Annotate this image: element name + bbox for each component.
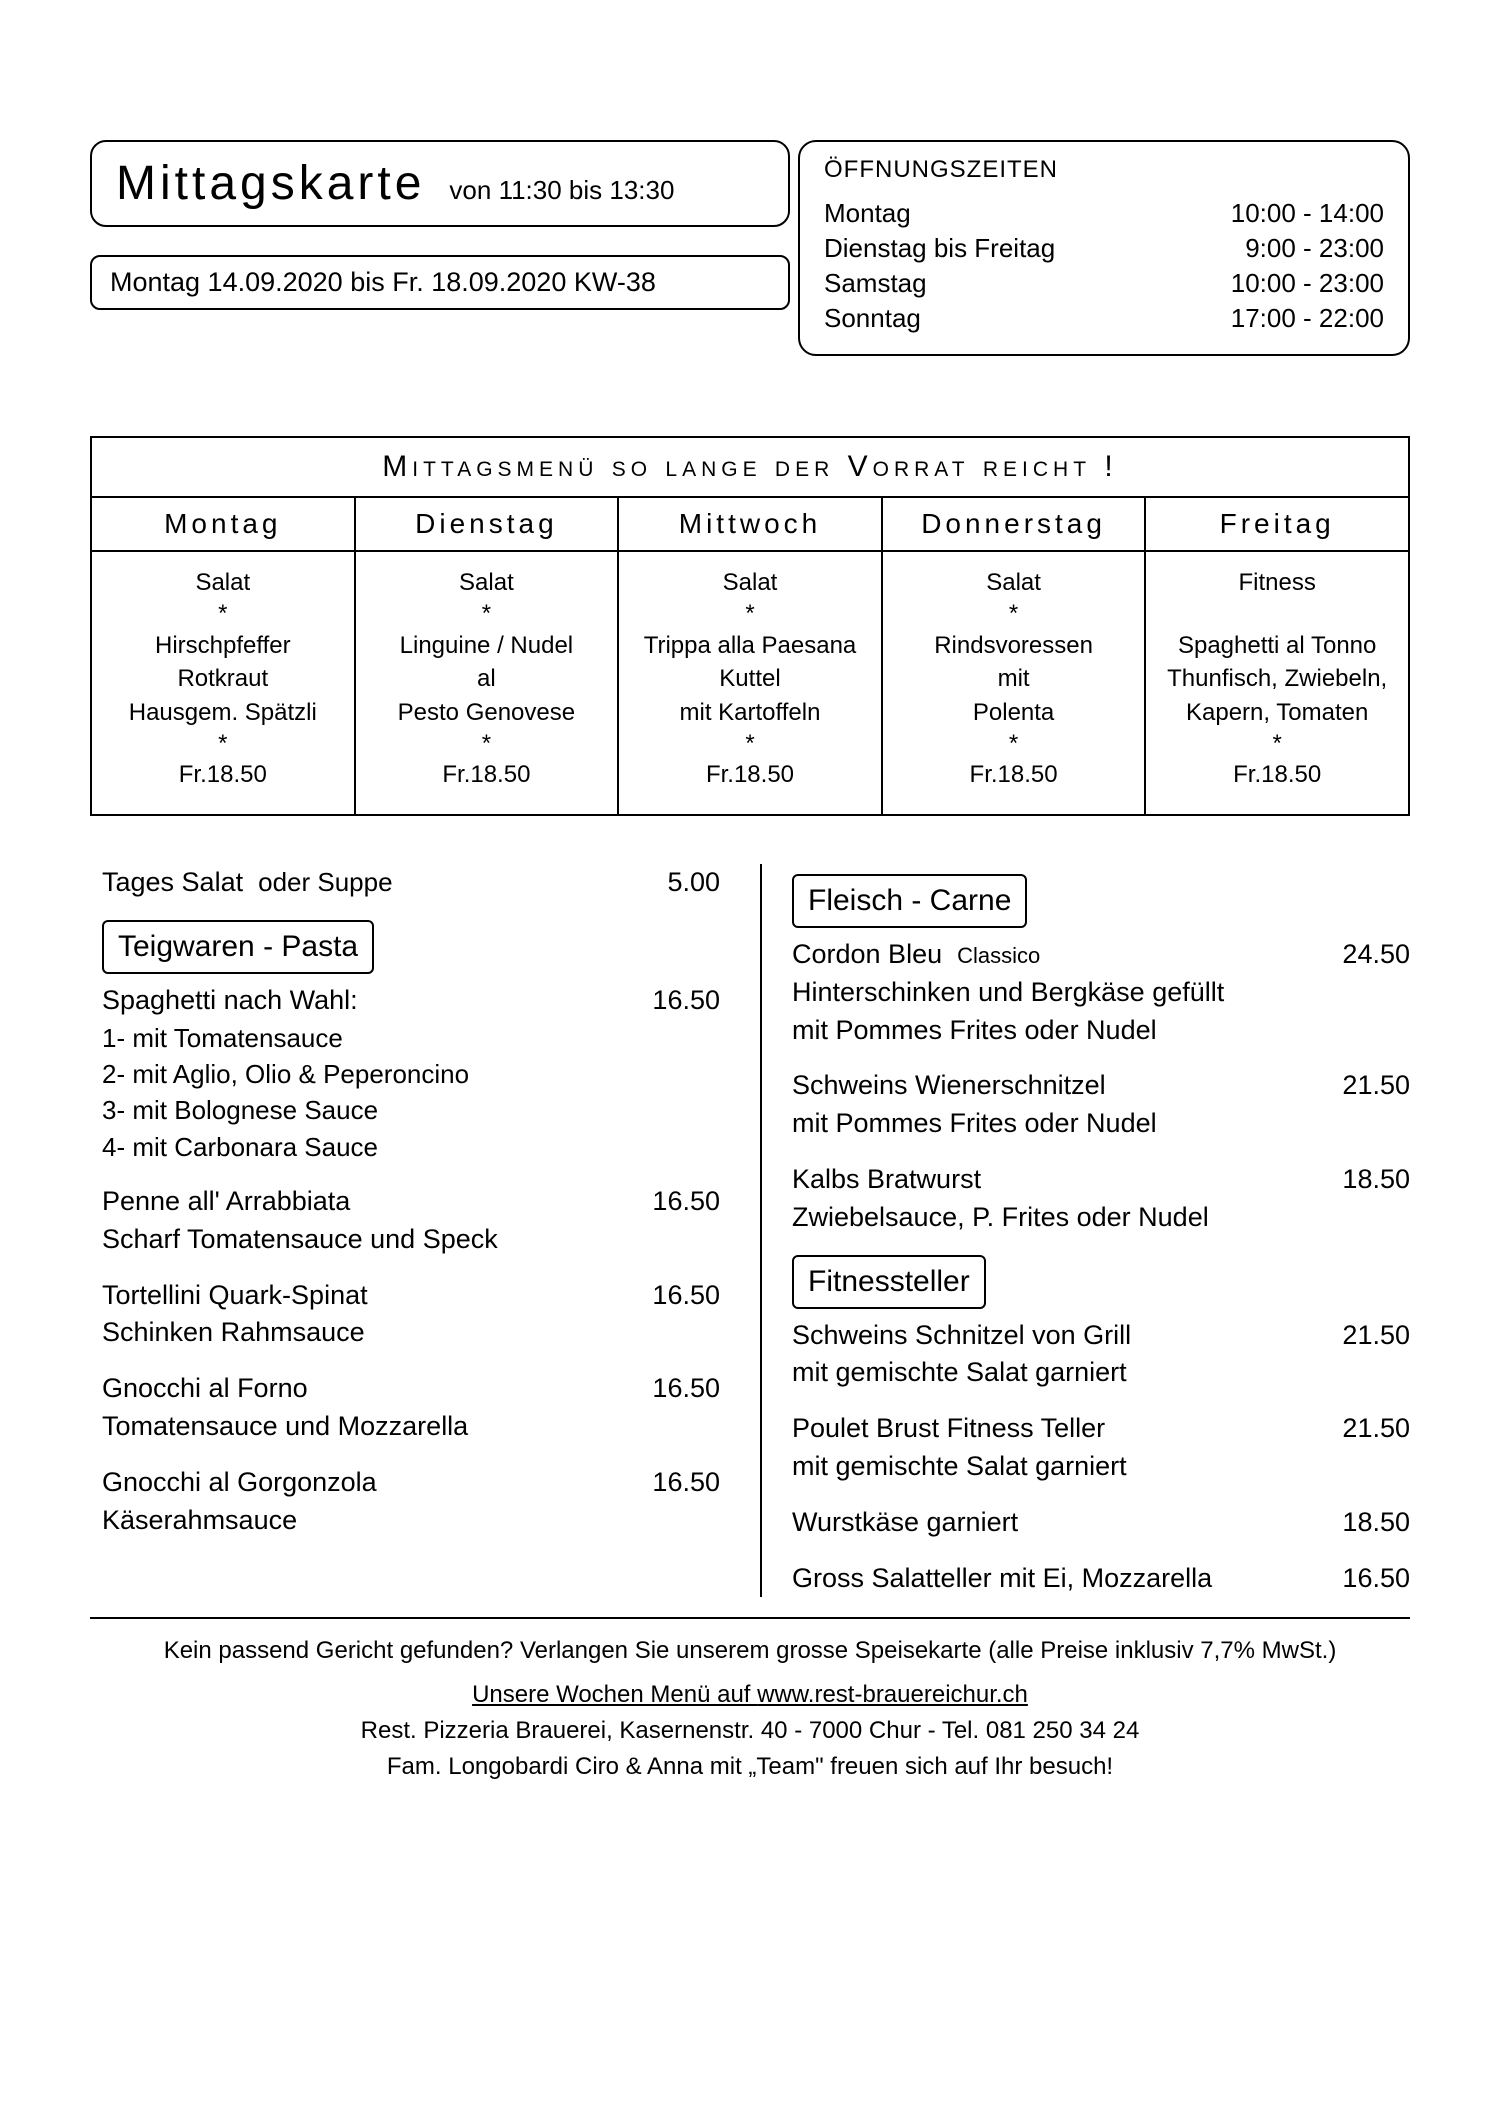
title-box: Mittagskarte von 11:30 bis 13:30	[90, 140, 790, 227]
price: 16.50	[620, 1464, 720, 1502]
day-heading: Freitag	[1146, 498, 1408, 552]
hours-row: Dienstag bis Freitag9:00 - 23:00	[824, 231, 1384, 266]
bratwurst-row: Kalbs Bratwurst 18.50	[792, 1161, 1410, 1199]
price: 21.50	[1310, 1410, 1410, 1448]
header-row: Mittagskarte von 11:30 bis 13:30 Montag …	[90, 140, 1410, 356]
meat-heading: Fleisch - Carne	[792, 874, 1027, 928]
day-body: Salat * Hirschpfeffer Rotkraut Hausgem. …	[92, 552, 354, 814]
page-title: Mittagskarte	[116, 156, 425, 211]
wurstkaese-row: Wurstkäse garniert 18.50	[792, 1504, 1410, 1542]
price: 24.50	[1310, 936, 1410, 974]
day-column-tue: Dienstag Salat * Linguine / Nudel al Pes…	[356, 498, 620, 814]
day-heading: Montag	[92, 498, 354, 552]
menu-page: Mittagskarte von 11:30 bis 13:30 Montag …	[0, 0, 1500, 2122]
day-body: Salat * Trippa alla Paesana Kuttel mit K…	[619, 552, 881, 814]
price: 16.50	[1310, 1560, 1410, 1598]
hours-row: Montag10:00 - 14:00	[824, 196, 1384, 231]
item-desc: mit gemischte Salat garniert	[792, 1448, 1410, 1486]
price: 21.50	[1310, 1067, 1410, 1105]
footer-line: Rest. Pizzeria Brauerei, Kasernenstr. 40…	[90, 1713, 1410, 1749]
price: 21.50	[1310, 1317, 1410, 1355]
day-price: Fr.18.50	[627, 758, 873, 792]
footer: Kein passend Gericht gefunden? Verlangen…	[90, 1617, 1410, 1785]
cordon-row: Cordon Bleu Classico 24.50	[792, 936, 1410, 974]
wiener-row: Schweins Wienerschnitzel 21.50	[792, 1067, 1410, 1105]
price: 16.50	[620, 1183, 720, 1221]
pasta-heading: Teigwaren - Pasta	[102, 920, 374, 974]
page-subtitle: von 11:30 bis 13:30	[449, 175, 674, 206]
hours-title: ÖFFNUNGSZEITEN	[824, 156, 1384, 184]
header-left: Mittagskarte von 11:30 bis 13:30 Montag …	[90, 140, 790, 310]
day-column-fri: Freitag Fitness Spaghetti al Tonno Thunf…	[1146, 498, 1408, 814]
fitness1-row: Schweins Schnitzel von Grill 21.50	[792, 1317, 1410, 1355]
weekly-menu-table: Montag Salat * Hirschpfeffer Rotkraut Ha…	[90, 498, 1410, 816]
right-column: Fleisch - Carne Cordon Bleu Classico 24.…	[760, 864, 1410, 1597]
opening-hours-box: ÖFFNUNGSZEITEN Montag10:00 - 14:00 Diens…	[798, 140, 1410, 356]
item-desc: mit gemischte Salat garniert	[792, 1354, 1410, 1392]
item-desc: Schinken Rahmsauce	[102, 1314, 720, 1352]
penne-row: Penne all' Arrabbiata 16.50	[102, 1183, 720, 1221]
tortellini-row: Tortellini Quark-Spinat 16.50	[102, 1277, 720, 1315]
day-body: Salat * Linguine / Nudel al Pesto Genove…	[356, 552, 618, 814]
price: 16.50	[620, 1370, 720, 1408]
day-column-mon: Montag Salat * Hirschpfeffer Rotkraut Ha…	[92, 498, 356, 814]
hours-row: Samstag10:00 - 23:00	[824, 266, 1384, 301]
day-column-wed: Mittwoch Salat * Trippa alla Paesana Kut…	[619, 498, 883, 814]
day-body: Fitness Spaghetti al Tonno Thunfisch, Zw…	[1146, 552, 1408, 814]
item-desc: Zwiebelsauce, P. Frites oder Nudel	[792, 1199, 1410, 1237]
footer-line: Unsere Wochen Menü auf www.rest-brauerei…	[90, 1677, 1410, 1713]
left-column: Tages Salat oder Suppe 5.00 Teigwaren - …	[90, 864, 720, 1597]
day-heading: Dienstag	[356, 498, 618, 552]
price: 5.00	[620, 864, 720, 902]
item-desc: Käserahmsauce	[102, 1502, 720, 1540]
price: 18.50	[1310, 1504, 1410, 1542]
price: 18.50	[1310, 1161, 1410, 1199]
date-range-box: Montag 14.09.2020 bis Fr. 18.09.2020 KW-…	[90, 255, 790, 310]
day-heading: Mittwoch	[619, 498, 881, 552]
price: 16.50	[620, 1277, 720, 1315]
gnocchi-forno-row: Gnocchi al Forno 16.50	[102, 1370, 720, 1408]
day-price: Fr.18.50	[1154, 758, 1400, 792]
item-desc: Scharf Tomatensauce und Speck	[102, 1221, 720, 1259]
spaghetti-option: 3- mit Bolognese Sauce	[102, 1092, 720, 1128]
day-body: Salat * Rindsvoressen mit Polenta * Fr.1…	[883, 552, 1145, 814]
footer-line: Kein passend Gericht gefunden? Verlangen…	[90, 1633, 1410, 1669]
footer-line: Fam. Longobardi Ciro & Anna mit „Team" f…	[90, 1749, 1410, 1785]
date-range: Montag 14.09.2020 bis Fr. 18.09.2020 KW-…	[110, 267, 656, 297]
day-price: Fr.18.50	[891, 758, 1137, 792]
item-desc: Tomatensauce und Mozzarella	[102, 1408, 720, 1446]
fitness-heading: Fitnessteller	[792, 1255, 986, 1309]
hours-row: Sonntag17:00 - 22:00	[824, 301, 1384, 336]
item-desc: mit Pommes Frites oder Nudel	[792, 1105, 1410, 1143]
item-desc: mit Pommes Frites oder Nudel	[792, 1012, 1410, 1050]
alacarte-columns: Tages Salat oder Suppe 5.00 Teigwaren - …	[90, 864, 1410, 1597]
spaghetti-option: 4- mit Carbonara Sauce	[102, 1129, 720, 1165]
day-heading: Donnerstag	[883, 498, 1145, 552]
spaghetti-row: Spaghetti nach Wahl: 16.50	[102, 982, 720, 1020]
day-price: Fr.18.50	[364, 758, 610, 792]
spaghetti-option: 2- mit Aglio, Olio & Peperoncino	[102, 1056, 720, 1092]
availability-banner: Mittagsmenü so lange der Vorrat reicht !	[90, 436, 1410, 498]
tages-salat-row: Tages Salat oder Suppe 5.00	[102, 864, 720, 902]
price: 16.50	[620, 982, 720, 1020]
day-price: Fr.18.50	[100, 758, 346, 792]
spaghetti-option: 1- mit Tomatensauce	[102, 1020, 720, 1056]
day-column-thu: Donnerstag Salat * Rindsvoressen mit Pol…	[883, 498, 1147, 814]
salatteller-row: Gross Salatteller mit Ei, Mozzarella 16.…	[792, 1560, 1410, 1598]
item-desc: Hinterschinken und Bergkäse gefüllt	[792, 974, 1410, 1012]
fitness2-row: Poulet Brust Fitness Teller 21.50	[792, 1410, 1410, 1448]
gnocchi-gorg-row: Gnocchi al Gorgonzola 16.50	[102, 1464, 720, 1502]
